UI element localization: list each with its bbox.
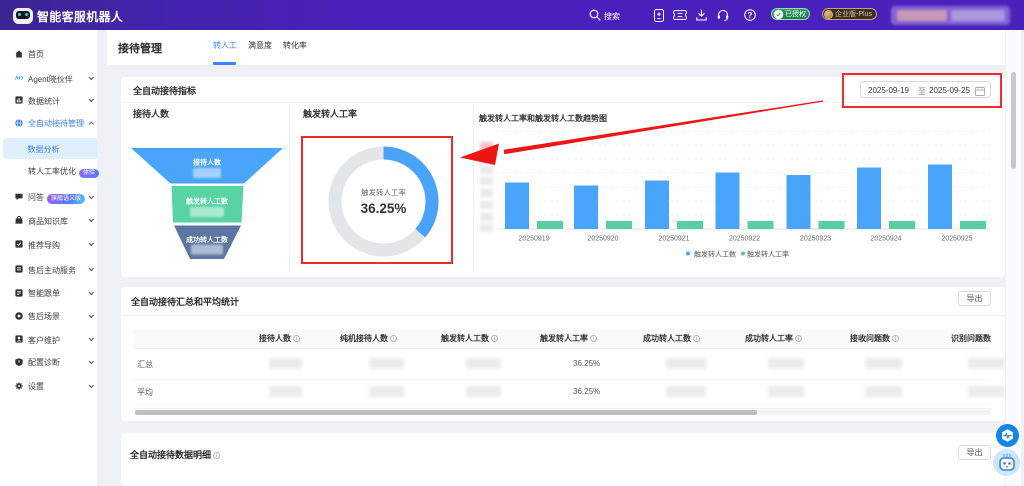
svg-text:20250921: 20250921 [658, 236, 689, 243]
svg-text:20250922: 20250922 [729, 236, 760, 243]
svg-text:20250923: 20250923 [800, 236, 831, 243]
svg-text:36.25%: 36.25% [361, 201, 407, 216]
svg-text:触发转人工率: 触发转人工率 [747, 250, 789, 259]
svg-text:20250925: 20250925 [941, 236, 972, 243]
svg-text:20250920: 20250920 [587, 236, 618, 243]
svg-text:触发转人工数: 触发转人工数 [694, 250, 736, 259]
svg-text:接待人数: 接待人数 [193, 158, 222, 167]
svg-text:触发转人工率: 触发转人工率 [361, 187, 406, 197]
svg-text:20250924: 20250924 [870, 236, 901, 243]
svg-text:?: ? [748, 11, 753, 20]
svg-text:触发转人工数: 触发转人工数 [185, 197, 229, 206]
svg-text:20250919: 20250919 [518, 236, 549, 243]
svg-text:成功转人工数: 成功转人工数 [186, 235, 229, 244]
